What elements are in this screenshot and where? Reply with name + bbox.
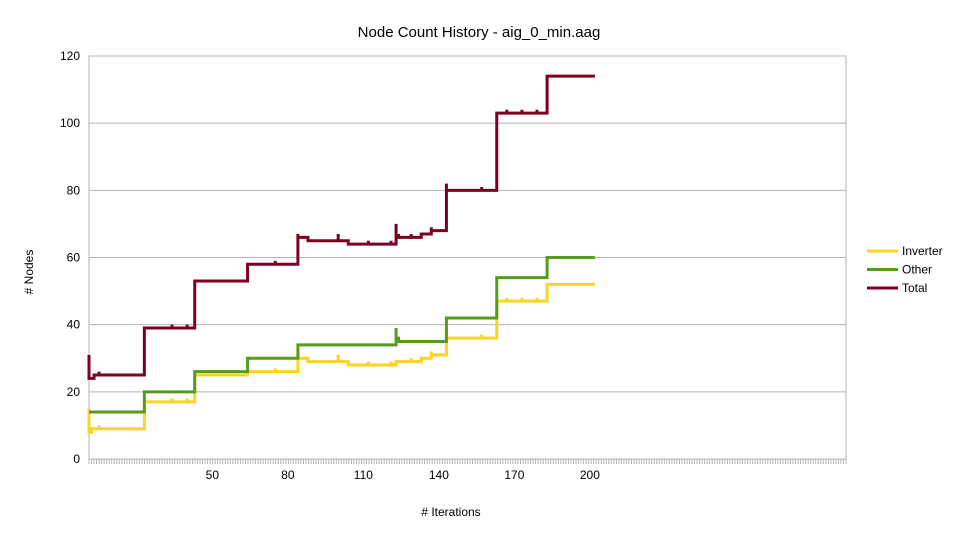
series-line-inverter [87,282,595,434]
legend-label-total: Total [902,281,927,295]
legend: Inverter Other Total [867,244,943,295]
x-tick-label: 140 [429,468,449,482]
legend-label-inverter: Inverter [902,244,943,258]
legend-label-other: Other [902,263,932,277]
x-tick-label: 200 [580,468,600,482]
series-lines [87,74,595,434]
series-line-total [87,74,595,380]
y-axis-title: # Nodes [22,250,36,295]
y-tick-label: 80 [67,183,81,197]
y-tick-label: 120 [60,49,80,63]
x-tick-label: 50 [206,468,220,482]
x-axis-minor-ticks [88,459,847,464]
y-tick-label: 60 [67,251,81,265]
y-tick-label: 100 [60,116,80,130]
x-minor-tick-marks [88,459,847,464]
x-axis-title: # Iterations [421,505,480,519]
chart-title: Node Count History - aig_0_min.aag [358,24,601,41]
series-line-other [89,256,595,414]
y-axis-tick-labels: 0 20 40 60 80 100 120 [60,49,80,466]
x-tick-label: 170 [504,468,524,482]
y-tick-label: 40 [67,318,81,332]
y-tick-label: 20 [67,385,81,399]
x-axis-tick-labels: 50 80 110 140 170 200 [206,468,601,482]
y-tick-label: 0 [73,452,80,466]
x-tick-label: 110 [354,468,373,482]
gridlines [89,122,846,393]
x-tick-label: 80 [281,468,295,482]
